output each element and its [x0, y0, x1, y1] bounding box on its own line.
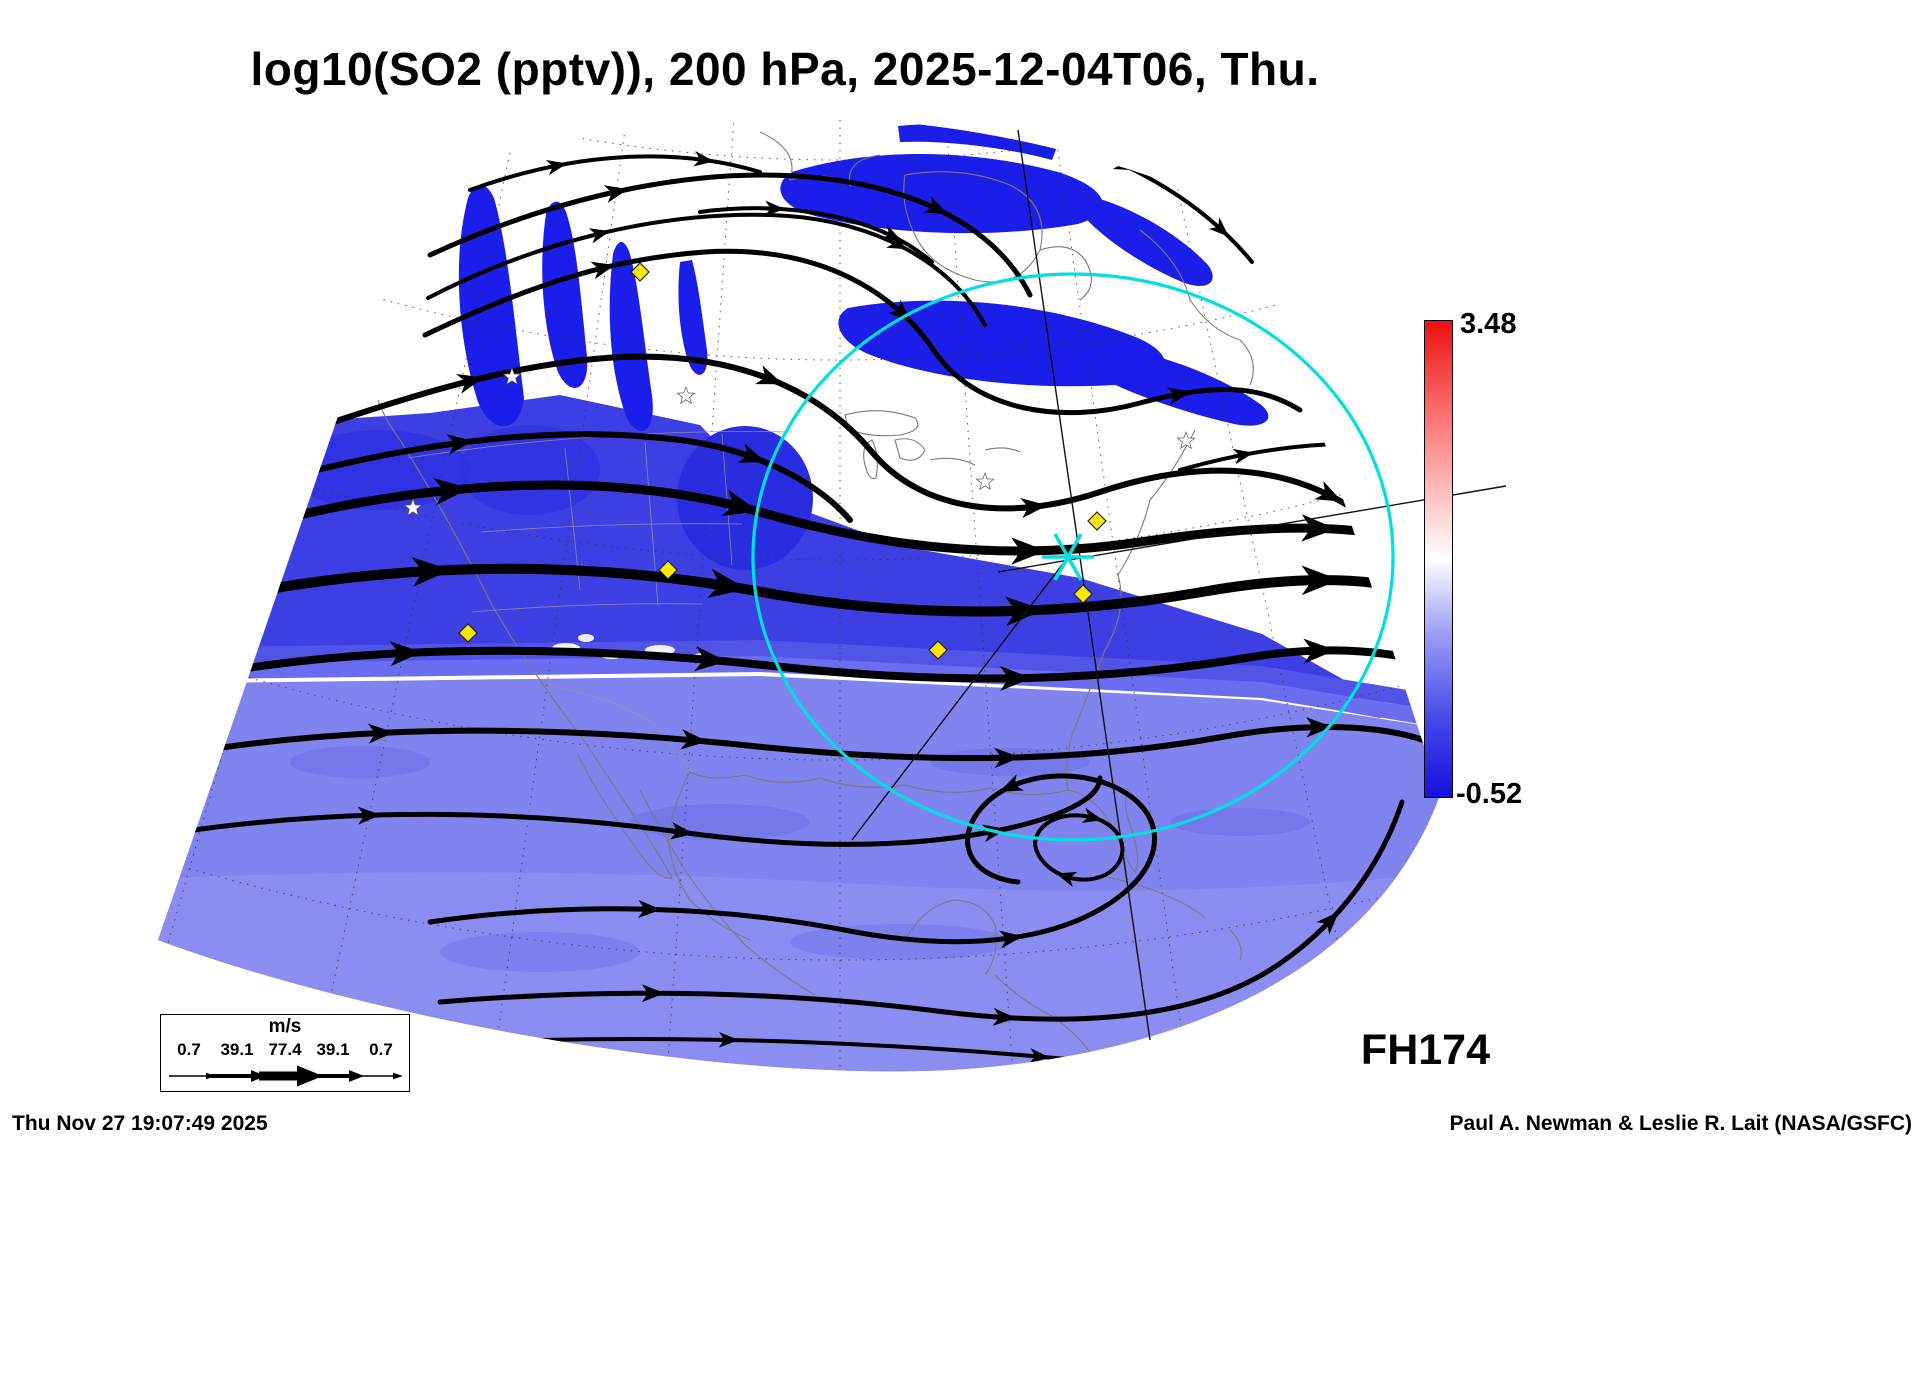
- range-ring-overlay: [751, 129, 1507, 1041]
- city-star-marker: [403, 497, 423, 517]
- generated-timestamp: Thu Nov 27 19:07:49 2025: [12, 1112, 268, 1135]
- site-marker-diamond: [928, 640, 948, 660]
- colorbar-max-label: 3.48: [1460, 308, 1517, 340]
- wind-speed-value: 0.7: [369, 1040, 393, 1059]
- city-star-marker: [975, 471, 995, 491]
- site-marker-diamond: [658, 560, 678, 580]
- site-marker-diamond: [1073, 584, 1093, 604]
- wind-speed-value: 77.4: [268, 1040, 302, 1059]
- colorbar-gradient: [1424, 320, 1453, 798]
- wind-speed-values: 0.7 39.1 77.4 39.1 0.7: [165, 1041, 405, 1058]
- site-marker-diamond: [630, 262, 650, 282]
- site-marker-diamond: [1087, 511, 1107, 531]
- forecast-hour-label: FH174: [1360, 1026, 1490, 1074]
- city-star-marker: [676, 385, 696, 405]
- wind-speed-arrows: [169, 1065, 403, 1087]
- sight-line: [851, 556, 1069, 841]
- wind-speed-legend: m/s 0.7 39.1 77.4 39.1 0.7: [160, 1014, 410, 1092]
- so2-high-blobs: [458, 124, 1269, 570]
- map-domain: [158, 117, 1440, 1072]
- figure-title: log10(SO2 (pptv)), 200 hPa, 2025-12-04T0…: [250, 43, 1320, 95]
- range-ring-center-icon: [1042, 533, 1094, 581]
- wind-unit-label: m/s: [268, 1016, 302, 1037]
- site-marker-diamond: [458, 623, 478, 643]
- wind-speed-value: 0.7: [177, 1040, 201, 1059]
- credit-text: Paul A. Newman & Leslie R. Lait (NASA/GS…: [1449, 1112, 1912, 1135]
- wind-speed-value: 39.1: [316, 1040, 350, 1059]
- colorbar-min-label: -0.52: [1456, 778, 1523, 810]
- wind-speed-value: 39.1: [220, 1040, 254, 1059]
- sight-line: [1017, 129, 1151, 1041]
- range-ring: [751, 272, 1395, 842]
- city-star-marker: [1176, 430, 1196, 450]
- city-star-marker: [502, 366, 522, 386]
- wind-streamlines: [177, 140, 1440, 1063]
- site-markers: [403, 262, 1196, 660]
